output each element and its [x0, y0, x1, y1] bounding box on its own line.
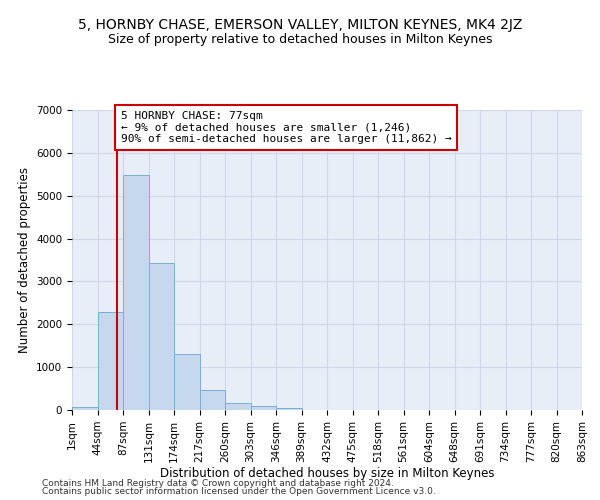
Bar [199, 390, 225, 410]
Bar [72, 407, 97, 410]
Bar [276, 408, 302, 410]
Y-axis label: Number of detached properties: Number of detached properties [17, 167, 31, 353]
Text: 5 HORNBY CHASE: 77sqm
← 9% of detached houses are smaller (1,246)
90% of semi-de: 5 HORNBY CHASE: 77sqm ← 9% of detached h… [121, 111, 452, 144]
Bar [149, 263, 174, 410]
Text: Size of property relative to detached houses in Milton Keynes: Size of property relative to detached ho… [108, 32, 492, 46]
Text: 5, HORNBY CHASE, EMERSON VALLEY, MILTON KEYNES, MK4 2JZ: 5, HORNBY CHASE, EMERSON VALLEY, MILTON … [78, 18, 522, 32]
Text: Contains HM Land Registry data © Crown copyright and database right 2024.: Contains HM Land Registry data © Crown c… [42, 478, 394, 488]
Bar [251, 406, 276, 410]
Bar [225, 403, 251, 410]
Bar [174, 354, 199, 410]
Bar [97, 312, 123, 410]
Text: Contains public sector information licensed under the Open Government Licence v3: Contains public sector information licen… [42, 487, 436, 496]
X-axis label: Distribution of detached houses by size in Milton Keynes: Distribution of detached houses by size … [160, 468, 494, 480]
Bar [123, 175, 149, 410]
